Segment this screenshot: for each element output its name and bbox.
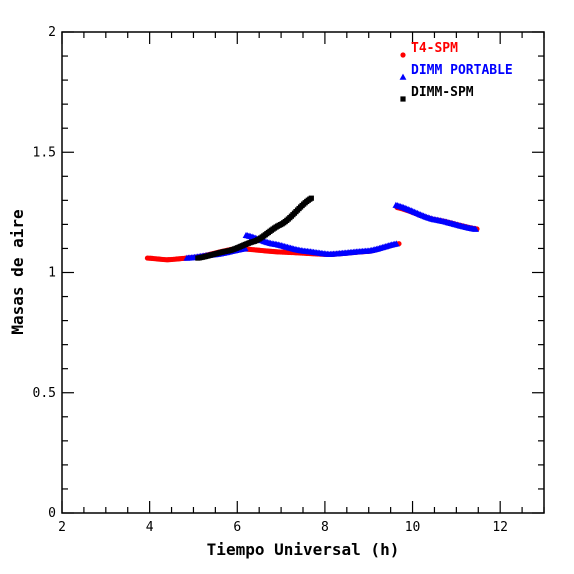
data-point (472, 225, 480, 232)
data-point (392, 240, 400, 247)
x-axis-title: Tiempo Universal (h) (207, 540, 400, 559)
x-tick-label: 2 (58, 520, 66, 535)
y-tick-label: 1.5 (33, 145, 56, 160)
x-tick-label: 6 (233, 520, 241, 535)
tick-labels: 2 4 6 8 10 12 0 0.5 1 1.5 2 (33, 25, 508, 535)
x-tick-label: 10 (405, 520, 421, 535)
x-tick-label: 8 (321, 520, 329, 535)
data-point (241, 245, 249, 252)
x-tick-label: 12 (492, 520, 508, 535)
y-tick-label: 0 (48, 506, 56, 521)
legend-marker (400, 52, 406, 58)
legend-label: T4-SPM (411, 41, 458, 56)
legend: T4-SPM DIMM PORTABLE DIMM-SPM (399, 41, 513, 102)
series-dimm-spm (195, 195, 314, 261)
y-tick-label: 2 (48, 25, 56, 40)
data-points (144, 195, 480, 263)
data-point (308, 195, 314, 201)
x-tick-label: 4 (146, 520, 154, 535)
axis-ticks (61, 31, 545, 514)
plot-frame (61, 31, 545, 514)
legend-marker (399, 73, 407, 80)
y-tick-label: 1 (48, 266, 56, 281)
legend-label: DIMM-SPM (411, 85, 474, 100)
y-axis-title: Masas de aire (8, 209, 27, 334)
legend-marker (400, 96, 406, 102)
legend-label: DIMM PORTABLE (411, 63, 513, 78)
y-tick-label: 0.5 (33, 386, 56, 401)
